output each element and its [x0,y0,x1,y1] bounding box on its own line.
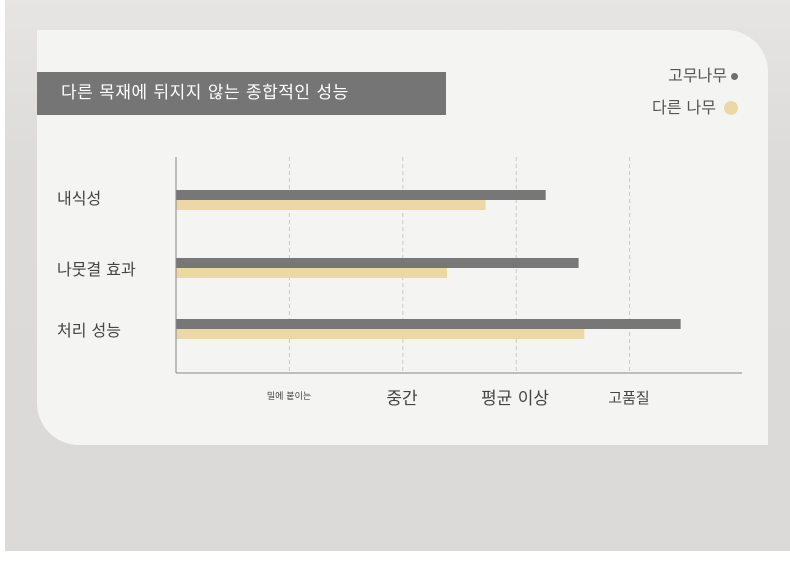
legend-dot-rubberwood [731,72,738,80]
category-label-corrosion: 내식성 [57,189,102,208]
chart-title: 다른 목재에 뒤지지 않는 종합적인 성능 [37,72,446,115]
bar-other-wood-1 [176,268,448,278]
bar-other-wood-2 [176,329,585,339]
bar-rubberwood-1 [176,258,579,268]
bar-rubberwood-0 [176,190,546,200]
legend-item-rubberwood: 고무나무 [652,60,738,92]
legend: 고무나무 다른 나무 [652,60,738,124]
category-label-grain: 나뭇결 효과 [57,260,136,279]
x-tick-label-3: 평균 이상 [481,389,549,409]
x-tick-label-1: 밀에 붙이는 [266,392,312,402]
legend-label-other-wood: 다른 나무 [652,98,716,117]
legend-item-other-wood: 다른 나무 [652,92,738,124]
category-label-processing: 처리 성능 [57,321,121,340]
bar-rubberwood-2 [176,319,681,329]
legend-dot-other-wood [724,101,738,115]
legend-label-rubberwood: 고무나무 [668,66,727,85]
x-tick-label-4: 고품질 [608,389,650,407]
x-tick-label-2: 중간 [386,389,418,409]
bar-other-wood-0 [176,200,486,210]
